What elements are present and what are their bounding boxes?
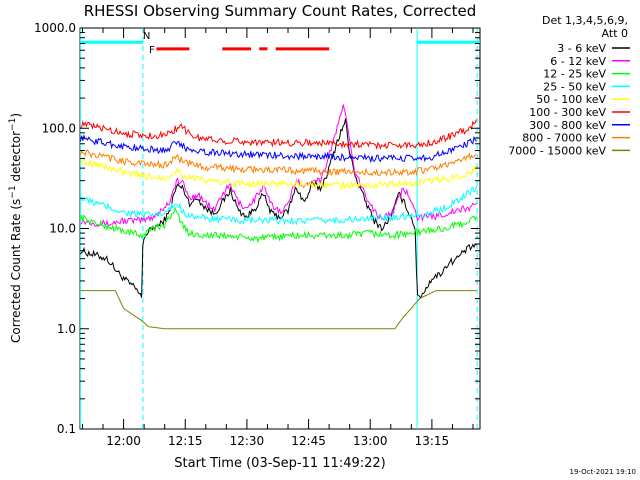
legend-label: 6 - 12 keV — [550, 55, 606, 68]
legend-label: 300 - 800 keV — [529, 119, 606, 132]
y-tick-label: 10.0 — [49, 222, 76, 236]
x-tick-label: 12:15 — [168, 434, 203, 448]
y-tick-label: 1000.0 — [34, 21, 76, 35]
legend-label: 50 - 100 keV — [536, 93, 606, 106]
series-line — [79, 156, 477, 190]
annotation-label: F — [149, 45, 155, 56]
y-tick-label: 1.0 — [57, 322, 76, 336]
legend-label: 7000 - 15000 keV — [508, 144, 606, 157]
chart-title: RHESSI Observing Summary Count Rates, Co… — [84, 2, 477, 20]
series-line — [79, 134, 477, 164]
series-line — [79, 185, 477, 226]
y-axis-ticks: 0.1 1.0 10.0 100.0 1000.0 — [34, 21, 480, 436]
y-tick-label: 0.1 — [57, 422, 76, 436]
footer-timestamp: 19-Oct-2021 19:10 — [570, 468, 636, 476]
flag-bars — [80, 40, 480, 51]
y-axis-label-part-2: detector — [9, 131, 23, 186]
plot-frame — [79, 27, 481, 430]
series-line — [79, 206, 477, 244]
series-line — [80, 290, 477, 330]
series-line — [79, 118, 477, 298]
y-axis-label-part-3: ) — [9, 113, 23, 118]
legend-label: 12 - 25 keV — [543, 68, 606, 81]
y-axis-label-part-1: Corrected Count Rate (s — [9, 199, 23, 343]
legend-label: 100 - 300 keV — [529, 106, 606, 119]
x-tick-label: 13:00 — [353, 434, 388, 448]
y-axis-label-sup-2: −1 — [8, 118, 18, 131]
series-line — [80, 119, 477, 150]
series-lines — [79, 104, 477, 330]
x-tick-label: 13:15 — [415, 434, 450, 448]
x-tick-label: 12:45 — [291, 434, 326, 448]
annotations: NF — [143, 31, 155, 56]
series-line — [80, 104, 477, 228]
y-axis-label-sup-1: −1 — [8, 185, 18, 198]
legend-label: 800 - 7000 keV — [522, 132, 606, 145]
series-line — [79, 149, 477, 177]
y-axis-label: Corrected Count Rate (s−1 detector−1) — [8, 113, 23, 343]
x-tick-label: 12:30 — [230, 434, 265, 448]
x-axis-label: Start Time (03-Sep-11 11:49:22) — [174, 456, 385, 471]
legend-label: 25 - 50 keV — [543, 80, 606, 93]
x-axis-ticks: 12:00 12:15 12:30 12:45 13:00 13:15 — [81, 28, 474, 448]
x-tick-label: 12:00 — [106, 434, 141, 448]
legend-label: 3 - 6 keV — [557, 42, 606, 55]
annotation-label: N — [143, 31, 150, 42]
legend-header-line-2: Att 0 — [602, 27, 628, 40]
y-tick-label: 100.0 — [42, 121, 76, 135]
plot-border — [79, 27, 481, 430]
legend-header-line-1: Det 1,3,4,5,6,9, — [542, 14, 628, 27]
vertical-markers — [79, 28, 478, 429]
